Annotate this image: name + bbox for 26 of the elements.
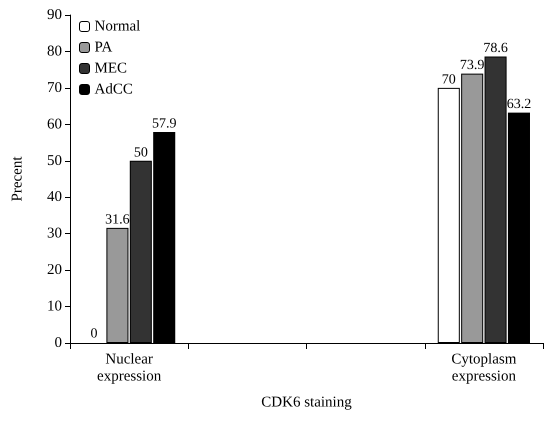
data-label: 78.6 bbox=[483, 41, 508, 56]
y-tick-label: 10 bbox=[47, 298, 62, 315]
y-tick-label: 70 bbox=[47, 80, 62, 96]
x-tick-label: Nuclear expression bbox=[97, 352, 162, 384]
x-axis-title: CDK6 staining bbox=[261, 394, 352, 410]
legend-label: PA bbox=[94, 40, 112, 56]
data-label: 50 bbox=[134, 145, 148, 160]
data-label: 0 bbox=[90, 326, 98, 342]
legend-label: AdCC bbox=[94, 82, 133, 98]
y-tick-label: 40 bbox=[47, 189, 62, 206]
x-tick-label: Cytoplasm expression bbox=[451, 352, 517, 384]
y-tick-label: 90 bbox=[47, 7, 62, 23]
data-label: 70 bbox=[442, 72, 456, 88]
y-tick-label: 0 bbox=[54, 335, 62, 351]
legend-label: Normal bbox=[94, 18, 140, 34]
y-axis-title: Precent bbox=[10, 156, 26, 202]
y-tick-label: 30 bbox=[47, 226, 62, 242]
y-tick-label: 80 bbox=[47, 43, 62, 60]
data-label: 73.9 bbox=[460, 58, 484, 74]
y-tick-label: 50 bbox=[47, 152, 62, 169]
y-tick-label: 20 bbox=[47, 262, 62, 278]
data-label: 63.2 bbox=[506, 97, 532, 112]
data-label: 57.9 bbox=[152, 116, 176, 132]
y-tick-label: 60 bbox=[47, 116, 62, 132]
legend-label: MEC bbox=[94, 60, 128, 76]
data-label: 31.6 bbox=[105, 212, 130, 228]
